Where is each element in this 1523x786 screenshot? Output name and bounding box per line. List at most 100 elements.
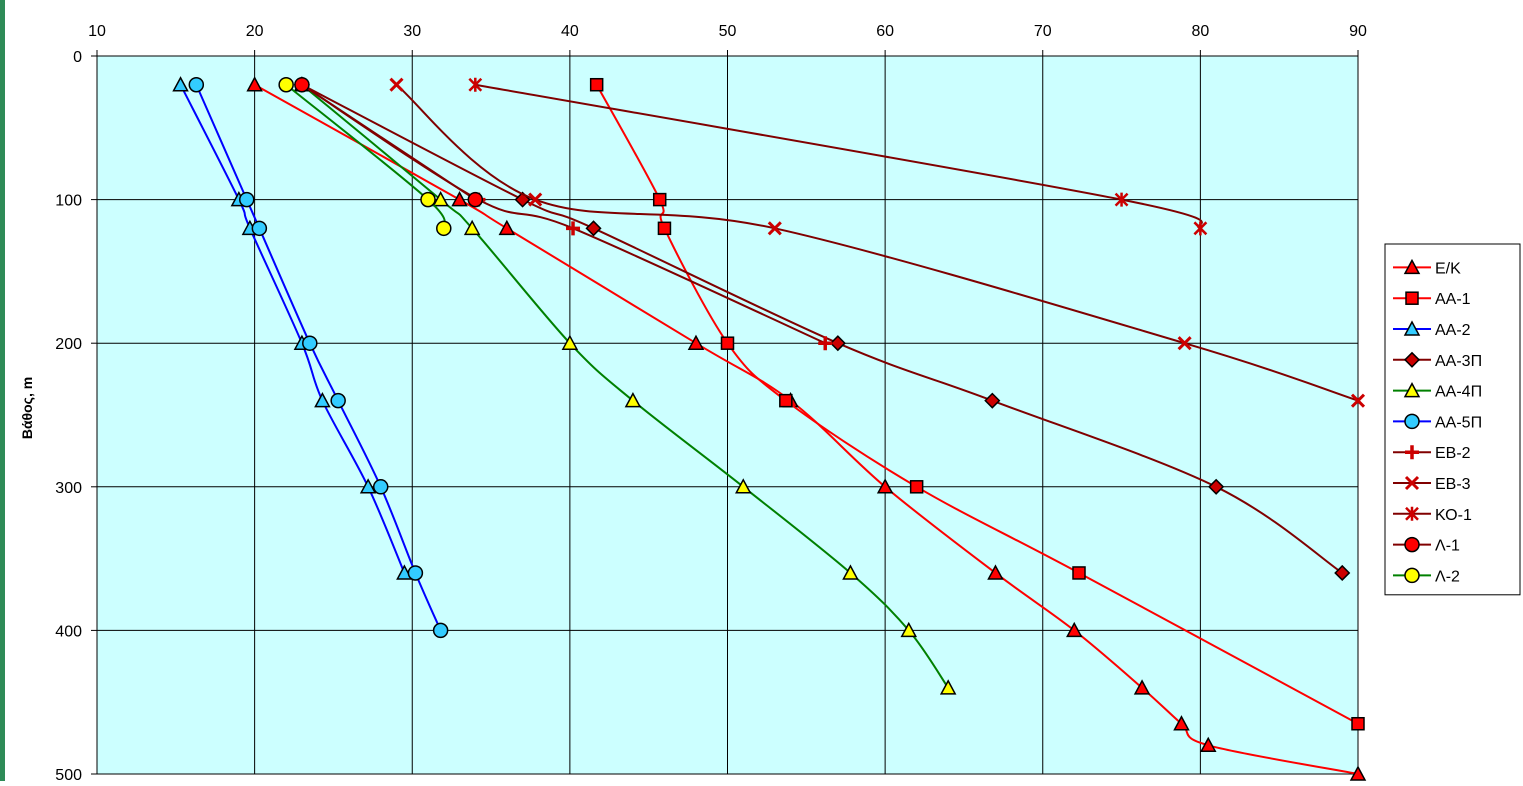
series-4-point [900,621,918,638]
series-10-point [420,191,436,208]
legend-item: ΑΑ-2 [1393,320,1471,339]
legend-swatch-marker [1404,536,1420,553]
series-0-point [1066,621,1083,638]
series-7-point [528,192,543,207]
series-2-point [359,478,377,494]
x-tick-label: 40 [561,23,579,40]
x-axis-ticks: 10 20 30 40 50 60 70 80 90 [88,23,1367,56]
series-8-point [1193,221,1208,236]
series-8-point [468,77,483,92]
legend-label: Ε/Κ [1435,260,1461,277]
series-0-point [1173,715,1190,731]
series-0-point [987,564,1004,580]
series-3-point [1208,478,1225,495]
legend-item: Ε/Κ [1393,258,1461,277]
legend-swatch-marker [1404,475,1420,491]
series-0-point [246,76,263,92]
series-1-point [720,336,735,350]
y-tick-label: 200 [55,336,82,353]
series-0-point [1133,679,1151,695]
series-5-point [251,220,268,237]
legend-label: ΑΑ-4Π [1435,384,1482,401]
series-7-point [1177,336,1192,351]
series-1 [589,77,1365,731]
legend-label: ΑΑ-5Π [1435,414,1482,431]
legend-label: ΑΑ-2 [1435,322,1471,339]
legend-item: ΕΒ-3 [1393,475,1471,493]
series-3-point [585,220,602,237]
x-tick-label: 30 [403,23,421,40]
legend-swatch-marker [1404,413,1420,430]
legend-item: ΑΑ-3Π [1393,351,1482,370]
series-5 [188,76,449,639]
series-10-point [436,220,452,237]
series-8-point [1114,192,1129,207]
series-7-point [389,77,404,92]
x-tick-label: 50 [719,23,737,40]
series-4-point [939,679,957,695]
series-6-point [566,221,581,236]
series-5-point [330,392,346,409]
series-3-point [829,335,846,352]
legend-item: Λ-2 [1393,567,1460,585]
series-4 [293,76,957,695]
window-edge [0,0,5,781]
series-0-point [1200,736,1217,753]
y-tick-label: 400 [55,623,82,640]
legend-label: ΚΟ-1 [1435,507,1472,524]
series-9 [294,76,484,208]
series-7-line [395,83,1359,402]
y-tick-label: 300 [55,480,82,497]
series-0-point [876,478,894,494]
series-1-point [1351,716,1365,731]
series-1-point [657,221,672,236]
series-9-point [467,191,484,208]
x-tick-label: 70 [1034,23,1052,40]
series-8-line [475,83,1203,230]
series-2 [172,76,413,580]
legend-swatch-marker [1403,382,1421,398]
legend-label: ΑΑ-1 [1435,291,1471,308]
legend-label: Λ-2 [1435,568,1460,585]
series-0-point [687,334,705,350]
legend-item: ΚΟ-1 [1393,507,1472,524]
legend-swatch-marker [1404,567,1420,584]
series-1-point [1072,566,1086,580]
legend-item: ΕΒ-2 [1393,445,1471,462]
legend-item: Λ-1 [1393,536,1460,555]
series-7-point [767,221,782,236]
y-tick-label: 500 [55,767,82,781]
series-6-point [818,336,833,351]
series-10-point [278,76,294,93]
series-2-point [172,76,189,92]
series-layer [172,76,1367,781]
legend-swatch-marker [1403,258,1421,275]
x-tick-label: 60 [876,23,894,40]
series-4-point [432,191,449,207]
series-0-point [1349,765,1367,781]
legend-item: ΑΑ-1 [1393,291,1471,308]
series-8 [468,77,1208,236]
series-3-point [984,392,1001,409]
series-0-point [498,219,516,236]
legend-swatch-marker [1403,351,1421,368]
series-3-point [1334,564,1351,582]
x-tick-label: 90 [1349,23,1367,40]
legend: Ε/Κ ΑΑ-1 ΑΑ-2 ΑΑ-3Π ΑΑ-4Π ΑΑ-5Π ΕΒ-2 ΕΒ-3 ΚΟ-1 Λ-… [1384,243,1521,596]
series-0-point [451,191,468,207]
series-1-point [589,77,604,92]
legend-label: ΑΑ-3Π [1435,353,1482,370]
series-10 [278,76,452,237]
x-tick-label: 10 [88,23,106,40]
series-5-point [407,565,424,581]
series-1-point [652,192,667,207]
legend-label: Λ-1 [1435,538,1460,555]
series-4-point [463,219,481,236]
legend-swatch-marker [1403,320,1421,336]
legend-swatch-marker [1405,445,1419,460]
series-4-point [735,478,752,494]
legend-item: ΑΑ-4Π [1393,382,1482,401]
legend-item: ΑΑ-5Π [1393,413,1482,431]
y-tick-label: 0 [73,49,82,66]
